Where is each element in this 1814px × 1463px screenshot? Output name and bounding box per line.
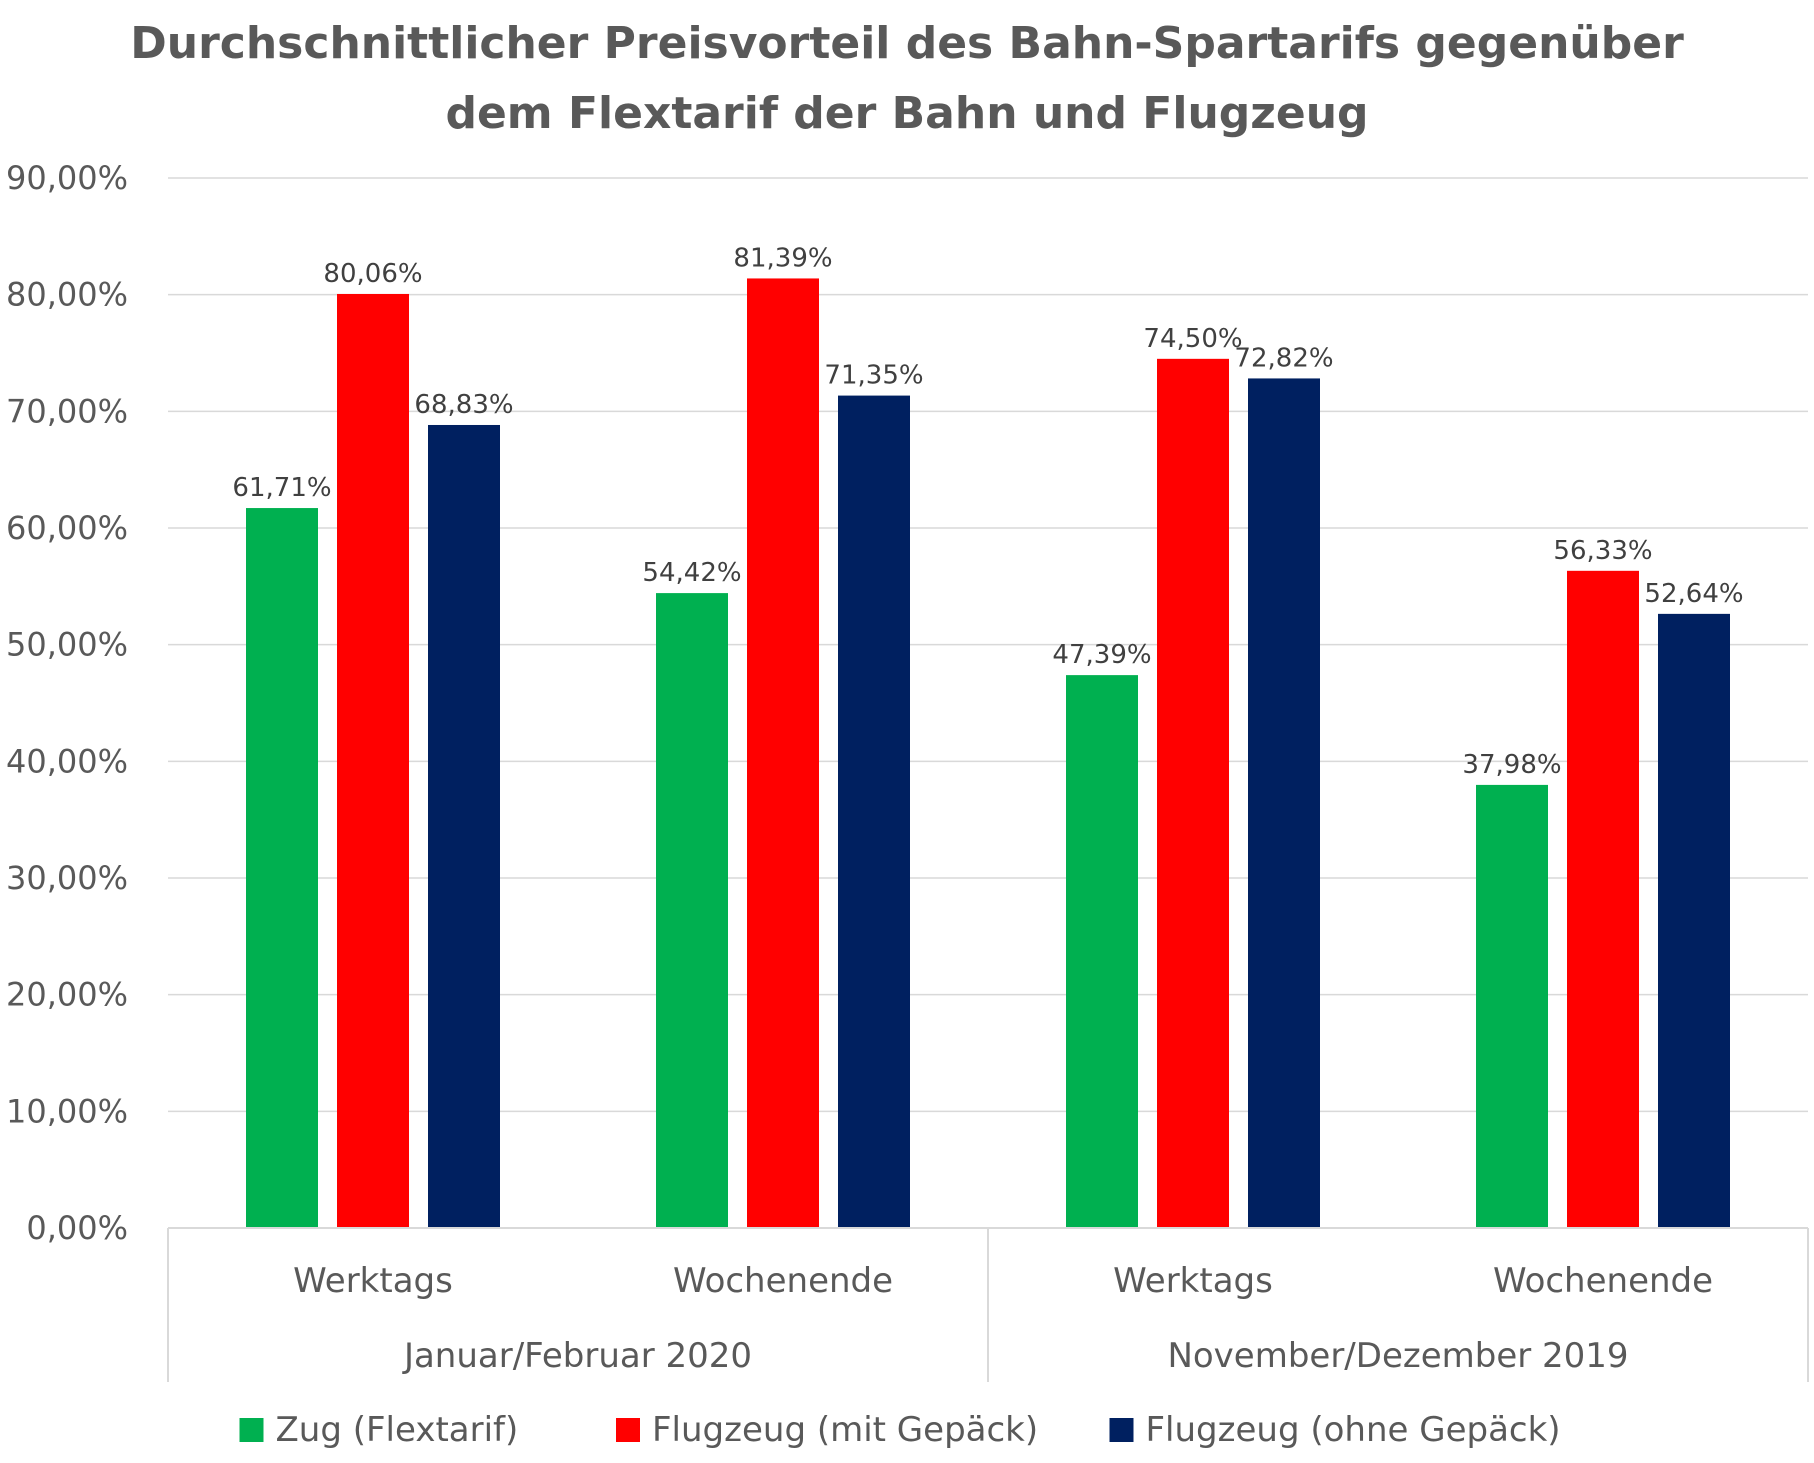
data-labels: 61,71% 54,42% 47,39% 37,98% 80,06% 81,39% 74,5…	[232, 243, 1743, 779]
y-axis: 0,00% 10,00% 20,00% 30,00% 40,00% 50,00% 60,00…	[6, 159, 128, 1247]
data-label: 56,33%	[1553, 536, 1652, 566]
bar	[656, 593, 728, 1228]
legend-swatch	[239, 1418, 264, 1442]
chart-title-line-2: dem Flextarif der Bahn und Flugzeug	[445, 88, 1368, 139]
bar	[1248, 378, 1320, 1228]
bar	[1658, 613, 1730, 1228]
bar	[1476, 784, 1548, 1228]
x-group-label: November/Dezember 2019	[1167, 1336, 1628, 1376]
data-label: 52,64%	[1644, 579, 1743, 609]
data-label: 68,83%	[414, 390, 513, 420]
bar	[246, 508, 318, 1228]
data-label: 80,06%	[323, 259, 422, 289]
x-axis: Werktags Wochenende Werktags Wochenende Janu…	[167, 1227, 1809, 1382]
bar	[1157, 358, 1229, 1228]
x-category-label: Werktags	[293, 1261, 453, 1301]
data-label: 74,50%	[1143, 324, 1242, 354]
bar	[428, 424, 500, 1228]
legend-label: Zug (Flextarif)	[276, 1410, 519, 1450]
data-label: 81,39%	[733, 243, 832, 273]
legend-swatch	[1109, 1418, 1134, 1442]
y-tick-label: 30,00%	[6, 859, 128, 897]
y-tick-label: 10,00%	[6, 1092, 128, 1130]
legend: Zug (Flextarif) Flugzeug (mit Gepäck) Flug…	[239, 1410, 1561, 1450]
x-group-label: Januar/Februar 2020	[402, 1336, 752, 1376]
y-tick-label: 90,00%	[6, 159, 128, 197]
bar	[337, 293, 409, 1228]
bar	[838, 395, 910, 1228]
data-label: 72,82%	[1234, 343, 1333, 373]
y-tick-label: 50,00%	[6, 626, 128, 664]
bar	[1066, 675, 1138, 1228]
x-category-label: Wochenende	[673, 1261, 893, 1301]
y-tick-label: 20,00%	[6, 976, 128, 1014]
bars	[246, 278, 1730, 1228]
y-tick-label: 70,00%	[6, 392, 128, 430]
x-category-label: Werktags	[1113, 1261, 1273, 1301]
x-category-label: Wochenende	[1493, 1261, 1713, 1301]
data-label: 54,42%	[642, 558, 741, 588]
bar	[747, 278, 819, 1228]
y-tick-label: 0,00%	[26, 1209, 128, 1247]
data-label: 37,98%	[1462, 750, 1561, 780]
legend-label: Flugzeug (mit Gepäck)	[652, 1410, 1038, 1450]
y-tick-label: 40,00%	[6, 742, 128, 780]
bar	[1567, 570, 1639, 1228]
y-tick-label: 60,00%	[6, 509, 128, 547]
y-tick-label: 80,00%	[6, 276, 128, 314]
chart-title-line-1: Durchschnittlicher Preisvorteil des Bahn…	[130, 18, 1684, 69]
data-label: 71,35%	[824, 361, 923, 391]
legend-swatch	[616, 1418, 640, 1442]
legend-label: Flugzeug (ohne Gepäck)	[1146, 1410, 1561, 1450]
data-label: 47,39%	[1052, 640, 1151, 670]
gridlines	[168, 177, 1808, 1113]
data-label: 61,71%	[232, 473, 331, 503]
